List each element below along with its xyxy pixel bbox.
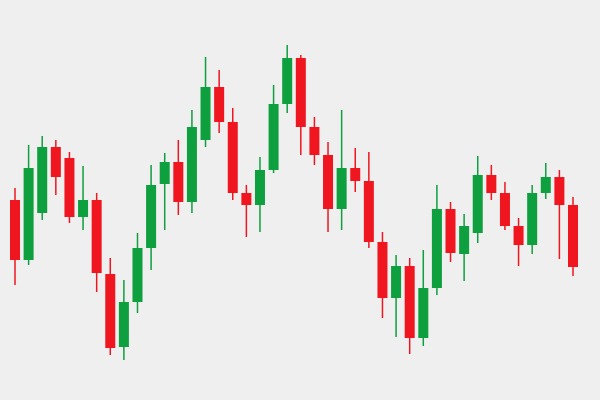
candle-body (377, 242, 388, 298)
candle-body (282, 58, 293, 104)
candle-body (418, 288, 429, 338)
candle-body (499, 193, 510, 226)
candle-body (105, 274, 116, 348)
candle-body (50, 147, 61, 177)
candle-body (132, 248, 143, 302)
candle-body (513, 226, 524, 245)
candle-body (173, 162, 184, 202)
candle-body (118, 302, 129, 347)
candle-body (241, 193, 252, 205)
candle-body (554, 177, 565, 205)
candle-body (391, 266, 402, 298)
candle-body (254, 170, 265, 205)
candle-body (431, 209, 442, 288)
candle-body (91, 200, 102, 273)
candle-body (459, 226, 470, 254)
candle-body (486, 175, 497, 193)
candle-body (64, 158, 75, 217)
candle-body (78, 200, 89, 217)
candle-body (227, 122, 238, 193)
candle-body (363, 181, 374, 242)
candle-body (323, 155, 334, 209)
candle-body (540, 177, 551, 193)
candle-body (472, 175, 483, 233)
candle-body (445, 209, 456, 253)
candle-body (268, 104, 279, 170)
candle-body (146, 185, 157, 248)
candle-body (159, 162, 170, 184)
candle-body (404, 266, 415, 338)
candle-body (37, 147, 48, 213)
candle-body (295, 58, 306, 127)
candle-body (186, 127, 197, 202)
candle-body (200, 87, 211, 140)
candle-body (527, 193, 538, 245)
candle-body (568, 205, 578, 267)
candle-body (23, 168, 34, 260)
candle-body (336, 168, 347, 209)
candle-body (350, 168, 361, 181)
candle-body (214, 87, 225, 122)
candle-body (309, 127, 320, 155)
candle-body (10, 200, 20, 260)
